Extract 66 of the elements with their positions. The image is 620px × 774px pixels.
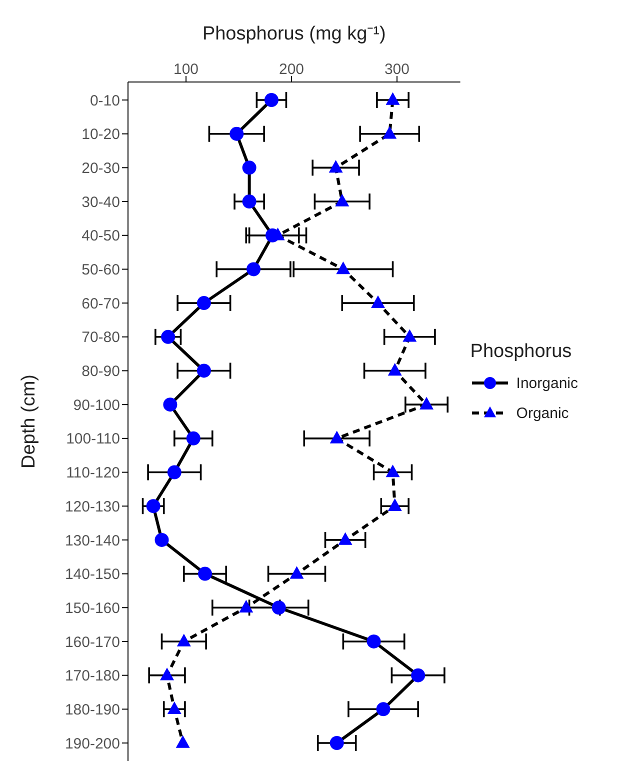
y-tick-label: 110-120 (66, 464, 120, 482)
point (330, 736, 344, 750)
point (388, 363, 402, 376)
point (290, 566, 304, 579)
x-tick-label: 200 (278, 61, 304, 78)
point (167, 465, 182, 480)
y-tick-label: 180-190 (64, 701, 120, 718)
point (386, 92, 400, 105)
point (371, 295, 385, 308)
y-tick-label: 150-160 (64, 600, 120, 617)
point (388, 498, 402, 512)
point (336, 262, 350, 274)
y-tick-label: 0-10 (90, 92, 120, 110)
point (411, 668, 426, 682)
point (160, 668, 174, 680)
point (196, 296, 211, 310)
y-axis-title: Depth (cm) (18, 374, 40, 468)
x-tick-label: 100 (174, 61, 199, 78)
y-tick-label: 50-60 (82, 262, 120, 279)
x-axis-title: Phosphorus (mg kg⁻¹) (202, 23, 386, 44)
y-tick-label: 40-50 (82, 228, 120, 245)
legend-label: Inorganic (516, 374, 578, 392)
y-tick-label: 170-180 (64, 668, 120, 685)
point (382, 126, 397, 139)
y-tick-label: 120-130 (64, 498, 120, 516)
point (328, 160, 343, 173)
point (272, 600, 286, 615)
y-tick-label: 140-150 (64, 566, 120, 584)
point (176, 735, 190, 748)
legend-label: Organic (516, 404, 569, 422)
point (376, 702, 390, 716)
point (402, 329, 417, 342)
point (366, 634, 381, 648)
y-tick-label: 100-110 (66, 430, 120, 448)
legend-title: Phosphorus (470, 341, 573, 363)
point (167, 701, 182, 714)
y-tick-label: 30-40 (82, 194, 120, 211)
point (242, 160, 256, 175)
point (264, 93, 278, 107)
point (338, 532, 352, 545)
y-tick-label: 10-20 (82, 126, 120, 144)
point (246, 262, 261, 276)
y-tick-label: 90-100 (73, 396, 120, 414)
x-tick-label: 300 (384, 61, 410, 78)
point (335, 194, 350, 206)
y-tick-label: 70-80 (82, 329, 120, 346)
y-tick-label: 20-30 (82, 160, 120, 178)
point (420, 396, 434, 410)
point (242, 194, 256, 209)
point (161, 330, 176, 344)
point (163, 398, 178, 412)
y-tick-label: 130-140 (64, 532, 120, 550)
y-tick-label: 60-70 (82, 295, 120, 312)
point (196, 364, 211, 378)
point (186, 431, 200, 446)
point (230, 126, 244, 141)
point (146, 499, 160, 514)
point (330, 430, 344, 444)
point (239, 600, 254, 613)
point (198, 566, 212, 581)
point (176, 634, 191, 646)
point (154, 532, 169, 547)
y-tick-label: 190-200 (64, 735, 120, 752)
y-tick-label: 160-170 (64, 634, 120, 651)
point (386, 464, 400, 478)
y-tick-label: 80-90 (82, 363, 120, 380)
